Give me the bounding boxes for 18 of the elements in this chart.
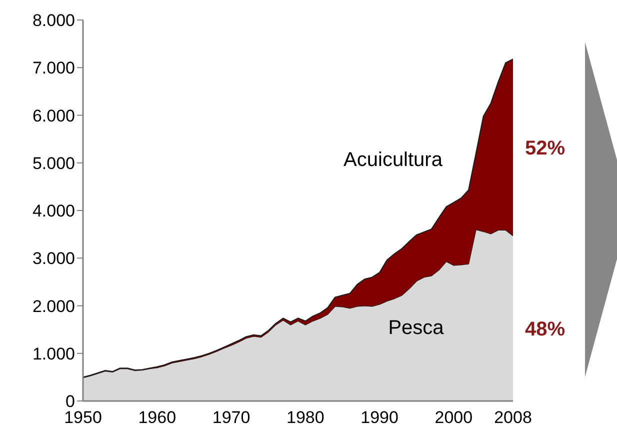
y-tick-label: 3.000 [32,249,75,268]
y-tick-label: 5.000 [32,154,75,173]
y-tick-label: 2.000 [32,296,75,316]
x-tick-label: 1970 [212,408,250,428]
annotation: 48% [524,318,566,341]
x-tick-label: 2000 [434,408,473,428]
series-label: Pesca [388,317,445,339]
y-tick-label: 1.000 [32,344,75,364]
y-tick-label: 4.000 [32,202,75,221]
x-tick-label: 1960 [138,408,176,428]
y-tick-label: 6.000 [32,106,75,126]
x-tick-label: 1990 [360,408,398,428]
x-tick-label: 2008 [494,408,532,428]
series-label: Acuicultura [344,149,444,171]
x-tick-label: 1980 [286,408,324,428]
y-tick-label: 8.000 [32,11,75,30]
y-tick-label: 7.000 [32,58,75,78]
annotation: 52% [524,138,566,160]
